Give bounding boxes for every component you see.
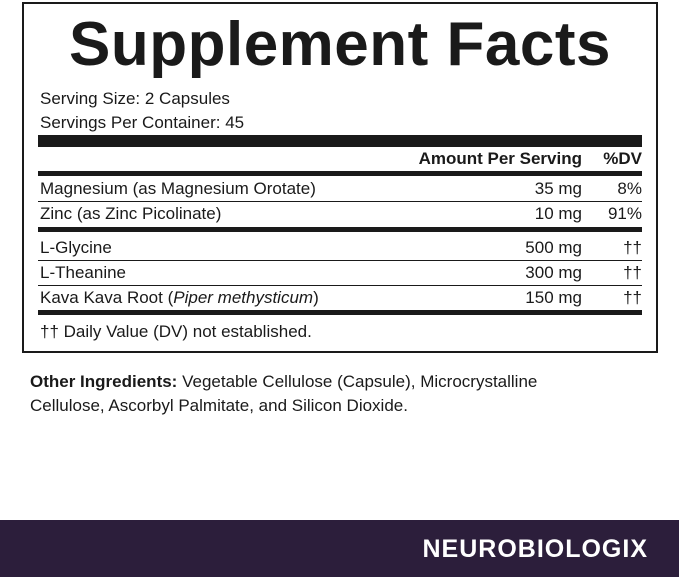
divider bbox=[38, 260, 642, 261]
divider bbox=[38, 285, 642, 286]
ingredient-dv: †† bbox=[623, 263, 642, 282]
ingredient-amount: 500 mg bbox=[525, 238, 582, 257]
title: Supplement Facts bbox=[69, 10, 611, 79]
nutrient-amount: 10 mg bbox=[534, 204, 582, 223]
ingredient-name: Kava Kava Root (Piper methysticum) bbox=[40, 288, 319, 308]
name-part: ) bbox=[313, 288, 319, 307]
other-ingredients-text: Cellulose, Ascorbyl Palmitate, and Silic… bbox=[30, 396, 408, 415]
dv-header: %DV bbox=[603, 149, 642, 168]
divider bbox=[38, 201, 642, 202]
ingredient-amount: 300 mg bbox=[525, 263, 582, 282]
divider bbox=[38, 135, 642, 147]
brand-band: NEUROBIOLOGIX bbox=[0, 520, 679, 577]
nutrient-name: Magnesium (as Magnesium Orotate) bbox=[40, 179, 316, 198]
divider bbox=[38, 310, 642, 315]
ingredient-name: L-Glycine bbox=[40, 238, 112, 257]
supplement-facts-panel: Supplement Facts Serving Size: 2 Capsule… bbox=[22, 2, 658, 353]
other-ingredients: Other Ingredients: Vegetable Cellulose (… bbox=[30, 372, 537, 392]
other-ingredients-text: Vegetable Cellulose (Capsule), Microcrys… bbox=[177, 372, 538, 391]
other-ingredients-label: Other Ingredients: bbox=[30, 372, 178, 391]
name-part: Kava Kava Root ( bbox=[40, 288, 174, 307]
ingredient-amount: 150 mg bbox=[525, 288, 582, 307]
brand-name: NEUROBIOLOGIX bbox=[422, 535, 648, 563]
nutrient-dv: 8% bbox=[617, 179, 642, 198]
footnote: †† Daily Value (DV) not established. bbox=[40, 322, 312, 341]
amount-header: Amount Per Serving bbox=[418, 149, 582, 168]
nutrient-name: Zinc (as Zinc Picolinate) bbox=[40, 204, 222, 223]
nutrient-amount: 35 mg bbox=[534, 179, 582, 198]
divider bbox=[38, 227, 642, 232]
divider bbox=[38, 171, 642, 176]
ingredient-dv: †† bbox=[623, 238, 642, 257]
servings-per-container: Servings Per Container: 45 bbox=[40, 113, 245, 132]
nutrient-dv: 91% bbox=[607, 204, 642, 223]
ingredient-dv: †† bbox=[623, 288, 642, 307]
serving-size: Serving Size: 2 Capsules bbox=[40, 89, 230, 108]
ingredient-name: L-Theanine bbox=[40, 263, 127, 282]
name-italic: Piper methysticum bbox=[173, 288, 314, 307]
